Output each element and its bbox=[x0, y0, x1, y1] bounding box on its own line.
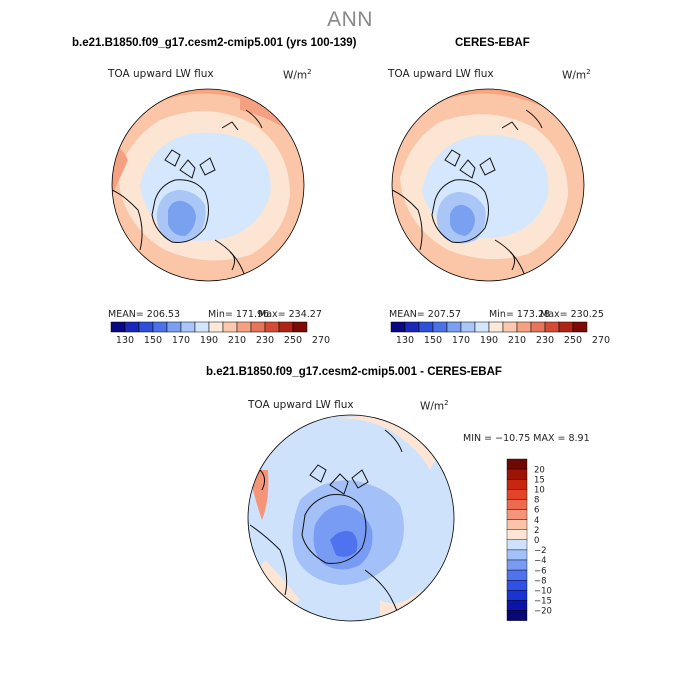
model-colorbar-swatch bbox=[222, 321, 238, 333]
model-colorbar-swatch bbox=[180, 321, 196, 333]
diff-colorbar-tick-label: −15 bbox=[534, 597, 552, 607]
model-colorbar-swatch bbox=[110, 321, 126, 333]
diff-minmax-label: MIN = −10.75 MAX = 8.91 bbox=[463, 433, 590, 444]
diff-colorbar-tick-label: 4 bbox=[534, 516, 539, 526]
model-colorbar-swatch bbox=[250, 321, 266, 333]
obs-colorbar-swatch bbox=[390, 321, 406, 333]
diff-colorbar-swatch bbox=[506, 519, 528, 530]
obs-colorbar: 130 150 170 190 210 230 250 270 bbox=[390, 321, 610, 346]
model-colorbar-swatch bbox=[138, 321, 154, 333]
diff-colorbar-tick-label: 0 bbox=[534, 536, 539, 546]
model-max-label: Max= 234.27 bbox=[258, 309, 322, 320]
diff-colorbar-tick-label: 6 bbox=[534, 506, 539, 516]
obs-colorbar-tick-label: 130 bbox=[396, 335, 414, 346]
diff-colorbar-tick-label: −2 bbox=[534, 546, 547, 556]
obs-colorbar-tick-label: 250 bbox=[564, 335, 582, 346]
diff-colorbar-swatch bbox=[506, 549, 528, 561]
model-variable-label: TOA upward LW flux bbox=[108, 68, 214, 80]
season-title: ANN bbox=[327, 8, 373, 31]
model-colorbar-swatch bbox=[264, 321, 280, 333]
obs-colorbar-swatch bbox=[474, 321, 490, 333]
diff-colorbar-tick-label: −20 bbox=[534, 607, 552, 617]
diff-case-title: b.e21.B1850.f09_g17.cesm2-cmip5.001 - CE… bbox=[206, 366, 502, 378]
model-colorbar-tick-label: 250 bbox=[284, 335, 302, 346]
model-colorbar-swatch bbox=[166, 321, 182, 333]
obs-map bbox=[391, 88, 585, 282]
diff-colorbar-swatch bbox=[506, 600, 528, 611]
diff-colorbar-swatch bbox=[506, 479, 528, 490]
obs-units-label: W/m2 bbox=[562, 68, 591, 82]
diff-colorbar-swatch bbox=[506, 610, 528, 621]
diff-colorbar-swatch bbox=[506, 569, 528, 581]
obs-colorbar-tick-label: 150 bbox=[424, 335, 442, 346]
obs-colorbar-tick-label: 170 bbox=[452, 335, 470, 346]
diff-variable-label: TOA upward LW flux bbox=[248, 399, 354, 411]
model-min-label: Min= 171.96 bbox=[208, 309, 270, 320]
obs-min-label: Min= 173.28 bbox=[489, 309, 551, 320]
obs-colorbar-tick-label: 270 bbox=[592, 335, 610, 346]
diff-colorbar-swatch bbox=[506, 590, 528, 601]
diff-colorbar-swatch bbox=[506, 468, 528, 480]
model-colorbar-tick-label: 190 bbox=[200, 335, 218, 346]
model-colorbar-tick-label: 170 bbox=[172, 335, 190, 346]
obs-colorbar-swatch bbox=[558, 321, 574, 333]
obs-colorbar-swatch bbox=[530, 321, 546, 333]
diff-colorbar-tick-label: −4 bbox=[534, 556, 547, 566]
model-mean-label: MEAN= 206.53 bbox=[108, 309, 181, 320]
obs-colorbar-swatch bbox=[460, 321, 476, 333]
diff-colorbar-swatch bbox=[506, 509, 528, 520]
obs-colorbar-swatch bbox=[488, 321, 504, 333]
obs-colorbar-swatch bbox=[544, 321, 560, 333]
model-colorbar-tick-label: 210 bbox=[228, 335, 246, 346]
diff-colorbar-swatch bbox=[506, 580, 528, 591]
diff-colorbar-swatch bbox=[506, 458, 528, 470]
diff-colorbar-swatch bbox=[506, 539, 528, 551]
model-colorbar: 130 150 170 190 210 230 250 270 bbox=[110, 321, 330, 346]
model-colorbar-swatch bbox=[208, 321, 224, 333]
obs-colorbar-tick-label: 230 bbox=[536, 335, 554, 346]
obs-colorbar-tick-label: 190 bbox=[480, 335, 498, 346]
model-colorbar-swatch bbox=[278, 321, 294, 333]
obs-mean-label: MEAN= 207.57 bbox=[389, 309, 462, 320]
obs-colorbar-swatch bbox=[516, 321, 532, 333]
model-colorbar-swatch bbox=[124, 321, 140, 333]
obs-case-title: CERES-EBAF bbox=[455, 37, 530, 49]
diff-units-label: W/m2 bbox=[420, 399, 449, 413]
diff-colorbar-swatch bbox=[506, 499, 528, 510]
model-colorbar-swatch bbox=[292, 321, 308, 333]
diff-colorbar-tick-label: 8 bbox=[534, 496, 539, 506]
obs-colorbar-swatch bbox=[502, 321, 518, 333]
obs-colorbar-tick-label: 210 bbox=[508, 335, 526, 346]
obs-variable-label: TOA upward LW flux bbox=[388, 68, 494, 80]
obs-colorbar-swatch bbox=[572, 321, 588, 333]
obs-colorbar-swatch bbox=[446, 321, 462, 333]
diff-colorbar-tick-label: −10 bbox=[534, 587, 552, 597]
obs-colorbar-swatch bbox=[418, 321, 434, 333]
model-colorbar-tick-label: 270 bbox=[312, 335, 330, 346]
diff-colorbar-tick-label: −8 bbox=[534, 576, 547, 586]
diff-map bbox=[247, 414, 455, 622]
diff-colorbar-swatch bbox=[506, 529, 528, 541]
diff-colorbar-tick-label: −6 bbox=[534, 566, 547, 576]
model-colorbar-swatch bbox=[236, 321, 252, 333]
diff-colorbar-swatch bbox=[506, 489, 528, 500]
obs-colorbar-swatch bbox=[404, 321, 420, 333]
model-colorbar-tick-label: 150 bbox=[144, 335, 162, 346]
model-case-title: b.e21.B1850.f09_g17.cesm2-cmip5.001 (yrs… bbox=[72, 37, 357, 49]
model-colorbar-tick-label: 130 bbox=[116, 335, 134, 346]
model-units-label: W/m2 bbox=[283, 68, 312, 82]
diff-colorbar-tick-label: 2 bbox=[534, 526, 539, 536]
diff-colorbar-swatch bbox=[506, 559, 528, 571]
diff-colorbar-tick-label: 15 bbox=[534, 475, 545, 485]
diff-colorbar-tick-label: 10 bbox=[534, 486, 545, 496]
obs-max-label: Max= 230.25 bbox=[540, 309, 604, 320]
model-colorbar-tick-label: 230 bbox=[256, 335, 274, 346]
model-colorbar-swatch bbox=[152, 321, 168, 333]
diff-colorbar-tick-label: 20 bbox=[534, 465, 545, 475]
model-colorbar-swatch bbox=[194, 321, 210, 333]
model-map bbox=[111, 88, 305, 282]
obs-colorbar-swatch bbox=[432, 321, 448, 333]
